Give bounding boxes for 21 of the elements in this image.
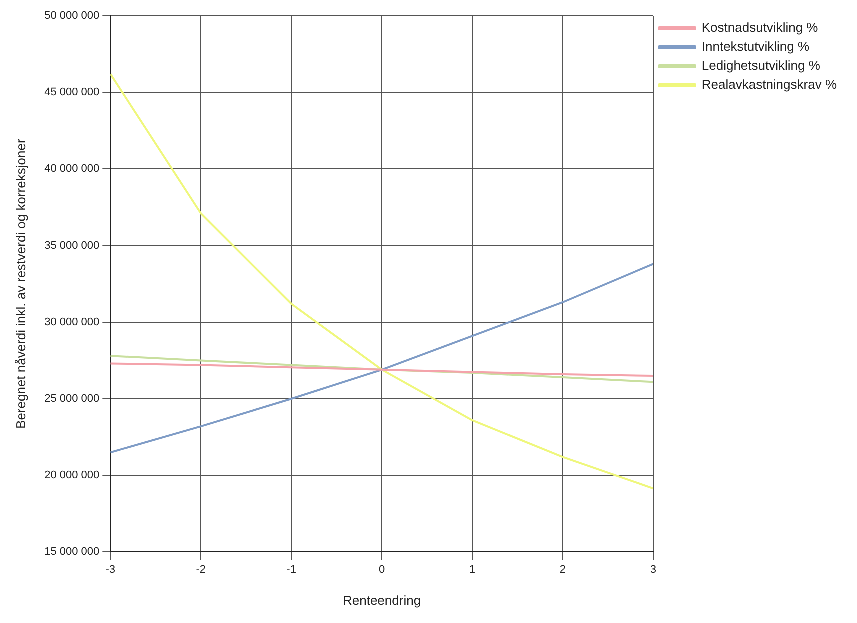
legend-label: Inntekstutvikling % [702,39,810,54]
y-tick-label: 40 000 000 [44,163,100,176]
x-tick-label: 3 [650,564,656,576]
x-tick-label: -2 [196,564,206,576]
y-tick-label: 20 000 000 [44,470,100,482]
y-tick-label: 15 000 000 [44,546,100,558]
y-tick-label: 45 000 000 [44,86,100,99]
legend-label: Realavkastningskrav % [702,77,838,92]
y-tick-label: 25 000 000 [44,393,100,406]
legend-label: Kostnadsutvikling % [702,20,819,36]
y-tick-label: 50 000 000 [44,10,100,22]
x-axis-title: Renteendring [342,592,422,608]
legend-label: Ledighetsutvikling % [702,58,821,74]
x-tick-label: 1 [469,564,476,576]
y-axis-title: Beregnet nåverdi inkl. av restverdi og korreksjoner [13,138,28,429]
x-tick-label: -1 [286,564,296,576]
x-tick-label: 0 [378,564,386,576]
x-tick-label: -3 [106,564,116,576]
x-tick-label: 2 [560,564,566,576]
y-tick-label: 35 000 000 [44,240,100,252]
y-tick-label: 30 000 000 [44,316,100,328]
